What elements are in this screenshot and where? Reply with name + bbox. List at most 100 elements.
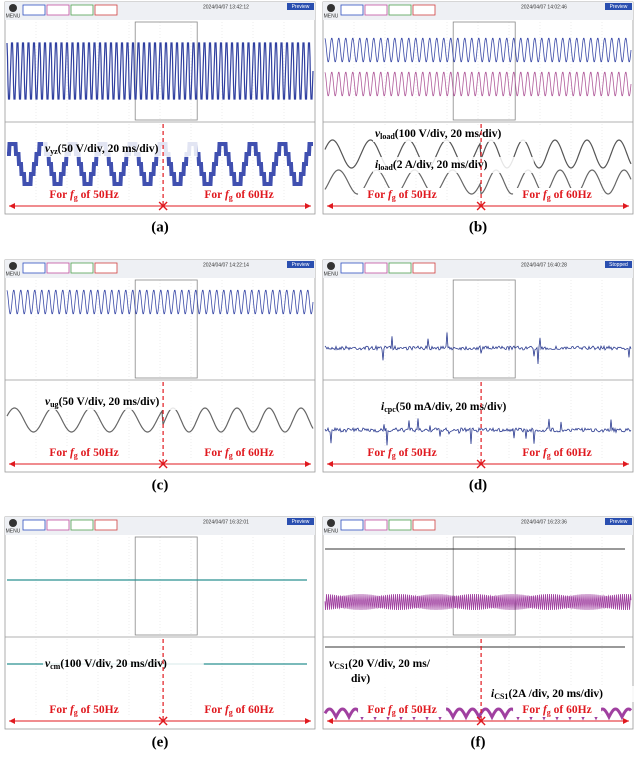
range-label: For fg of 60Hz xyxy=(204,704,273,717)
timestamp: 2024/04/07 13:42:12 xyxy=(203,4,249,10)
annotation: vload(100 V/div, 20 ms/div) xyxy=(375,128,501,141)
annotation-subscript: load xyxy=(378,163,393,172)
annotation-subscript: load xyxy=(380,132,395,141)
status: Preview xyxy=(610,519,628,525)
range-label: For fg of 50Hz xyxy=(49,189,118,202)
channel-box xyxy=(95,5,117,15)
channel-box xyxy=(23,5,45,15)
range-label: For fg of 60Hz xyxy=(522,189,591,202)
range-prefix: For xyxy=(49,189,70,201)
range-label: For fg of 50Hz xyxy=(49,704,118,717)
range-prefix: For xyxy=(204,704,225,716)
timestamp: 2024/04/07 16:40:28 xyxy=(521,262,567,268)
menu-icon xyxy=(9,4,17,12)
channel-box xyxy=(47,5,69,15)
menu-icon xyxy=(327,519,335,527)
annotation-subscript: cm xyxy=(50,662,61,671)
channel-box xyxy=(71,5,93,15)
annotation-text: (50 V/div, 20 ms/div) xyxy=(58,143,159,155)
range-suffix: of 50Hz xyxy=(78,189,119,201)
range-suffix: of 50Hz xyxy=(396,189,437,201)
range-label: For fg of 50Hz xyxy=(49,447,118,460)
menu-icon xyxy=(327,4,335,12)
timestamp: 2024/04/07 14:22:14 xyxy=(203,262,249,268)
range-prefix: For xyxy=(204,189,225,201)
channel-box xyxy=(413,5,435,15)
timestamp: 2024/04/07 16:32:01 xyxy=(203,519,249,525)
annotation-text: (2 A/div, 20 ms/div) xyxy=(393,159,488,171)
range-prefix: For xyxy=(49,704,70,716)
channel-box xyxy=(47,263,69,273)
range-prefix: For xyxy=(522,704,543,716)
channel-box xyxy=(341,520,363,530)
channel-box xyxy=(341,263,363,273)
channel-box xyxy=(71,263,93,273)
annotation-text: (100 V/div, 20 ms/div) xyxy=(395,128,502,140)
annotation-text: (20 V/div, 20 ms/ xyxy=(348,658,430,670)
range-suffix: of 60Hz xyxy=(551,704,592,716)
range-suffix: of 60Hz xyxy=(551,447,592,459)
annotation: div) xyxy=(351,673,370,685)
timestamp: 2024/04/07 14:02:46 xyxy=(521,4,567,10)
panel-label: (f) xyxy=(471,734,486,750)
range-label: For fg of 60Hz xyxy=(204,189,273,202)
range-label: For fg of 60Hz xyxy=(204,447,273,460)
menu-label: MENU xyxy=(324,271,339,277)
status: Preview xyxy=(610,4,628,10)
panel-label: (c) xyxy=(152,477,169,493)
range-suffix: of 50Hz xyxy=(78,447,119,459)
range-suffix: of 60Hz xyxy=(233,704,274,716)
range-prefix: For xyxy=(367,704,388,716)
range-prefix: For xyxy=(522,447,543,459)
range-suffix: of 50Hz xyxy=(78,704,119,716)
menu-label: MENU xyxy=(324,528,339,534)
channel-box xyxy=(23,520,45,530)
range-suffix: of 50Hz xyxy=(396,704,437,716)
channel-box xyxy=(365,520,387,530)
status: Preview xyxy=(292,262,310,268)
channel-box xyxy=(389,5,411,15)
range-prefix: For xyxy=(49,447,70,459)
channel-box xyxy=(365,263,387,273)
range-suffix: of 50Hz xyxy=(396,447,437,459)
range-label: For fg of 60Hz xyxy=(522,704,591,717)
channel-box xyxy=(389,263,411,273)
menu-label: MENU xyxy=(6,13,21,19)
range-suffix: of 60Hz xyxy=(233,189,274,201)
channel-box xyxy=(23,263,45,273)
status: Preview xyxy=(292,4,310,10)
range-label: For fg of 60Hz xyxy=(522,447,591,460)
menu-label: MENU xyxy=(324,13,339,19)
annotation: vug(50 V/div, 20 ms/div) xyxy=(45,396,159,409)
scope-panel: MENU 2024/04/07 13:42:12 Preview vyz(50 V/d… xyxy=(5,2,315,235)
menu-icon xyxy=(327,262,335,270)
status: Stopped xyxy=(609,262,628,268)
annotation-subscript: CS1 xyxy=(494,692,508,701)
range-suffix: of 60Hz xyxy=(233,447,274,459)
channel-box xyxy=(95,263,117,273)
range-prefix: For xyxy=(367,189,388,201)
panel-frame xyxy=(323,2,633,214)
figure: MENU 2024/04/07 13:42:12 Preview vyz(50 V/d… xyxy=(0,0,636,758)
status: Preview xyxy=(292,519,310,525)
channel-box xyxy=(413,263,435,273)
channel-box xyxy=(413,520,435,530)
annotation: iCS1(2A /div, 20 ms/div) xyxy=(491,688,603,701)
annotation: vyz(50 V/div, 20 ms/div) xyxy=(45,143,159,156)
panel-frame xyxy=(323,260,633,472)
channel-box xyxy=(71,520,93,530)
range-prefix: For xyxy=(367,447,388,459)
panel-label: (d) xyxy=(469,477,487,493)
annotation-text: (50 mA/div, 20 ms/div) xyxy=(396,401,507,413)
timestamp: 2024/04/07 16:23:36 xyxy=(521,519,567,525)
channel-box xyxy=(341,5,363,15)
menu-label: MENU xyxy=(6,271,21,277)
scope-panel: MENU 2024/04/07 14:22:14 Preview vug(50 V/d… xyxy=(5,260,315,493)
panel-label: (e) xyxy=(152,734,169,750)
annotation-text: (2A /div, 20 ms/div) xyxy=(508,688,603,700)
panel-label: (a) xyxy=(151,219,169,235)
annotation: icpc(50 mA/div, 20 ms/div) xyxy=(381,401,506,414)
annotation-text: (100 V/div, 20 ms/div) xyxy=(60,658,167,670)
menu-label: MENU xyxy=(6,528,21,534)
